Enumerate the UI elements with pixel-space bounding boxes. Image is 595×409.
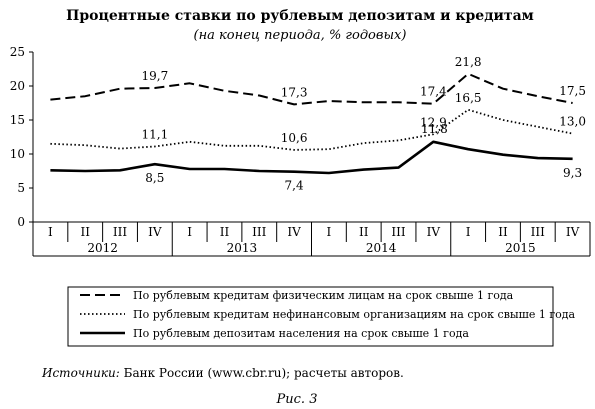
year-label: 2015 <box>505 241 536 255</box>
data-label: 10,6 <box>281 131 308 145</box>
x-tick-label: I <box>327 225 332 239</box>
series-line-3 <box>50 140 573 175</box>
y-tick-label: 20 <box>10 79 25 93</box>
figure-caption: Рис. 3 <box>276 392 318 407</box>
legend: По рублевым кредитам физическим лицам на… <box>80 289 576 340</box>
data-label: 17,5 <box>559 84 586 98</box>
source-note: Источники: Банк России (www.cbr.ru); рас… <box>41 366 404 380</box>
data-label: 13,0 <box>559 115 586 129</box>
year-label: 2013 <box>227 241 258 255</box>
x-tick-label: III <box>391 225 405 239</box>
y-tick-label: 15 <box>10 113 25 127</box>
x-tick-label: III <box>113 225 127 239</box>
x-tick-label: I <box>187 225 192 239</box>
data-labels: 19,7 17,3 17,4 21,8 17,5 11,1 10,6 12,9 16,5 13,0… <box>141 55 585 193</box>
x-tick-label: II <box>359 225 369 239</box>
chart-subtitle: (на конец периода, % годовых) <box>194 28 407 43</box>
source-prefix: Источники: <box>41 366 120 380</box>
x-tick-label: III <box>252 225 266 239</box>
legend-entry-1: По рублевым кредитам физическим лицам на… <box>133 289 514 302</box>
y-tick-label: 5 <box>17 181 25 195</box>
x-tick-label: II <box>80 225 90 239</box>
y-tick-label: 0 <box>17 215 25 229</box>
x-tick-label: I <box>48 225 53 239</box>
data-label: 11,8 <box>421 122 448 136</box>
x-tick-label: IV <box>427 225 441 239</box>
series-line-2 <box>50 108 573 151</box>
x-tick-label: II <box>220 225 230 239</box>
x-tick-label: IV <box>148 225 162 239</box>
x-tick-label: I <box>466 225 471 239</box>
data-label: 17,4 <box>420 85 447 99</box>
data-label: 21,8 <box>455 55 482 69</box>
legend-entry-3: По рублевым депозитам населения на срок … <box>133 327 469 340</box>
data-label: 9,3 <box>563 166 582 180</box>
year-label: 2012 <box>87 241 118 255</box>
legend-box <box>67 286 554 347</box>
series-line-1 <box>50 72 573 106</box>
data-label: 12,9 <box>420 115 447 129</box>
data-label: 16,5 <box>455 91 482 105</box>
year-label: 2014 <box>366 241 397 255</box>
y-tick-label: 10 <box>10 147 25 161</box>
series-layer <box>50 72 573 175</box>
data-label: 7,4 <box>285 179 304 193</box>
chart-title: Процентные ставки по рублевым депозитам … <box>66 8 534 24</box>
data-label: 11,1 <box>141 128 168 142</box>
source-text: Банк России (www.cbr.ru); расчеты авторо… <box>120 366 404 380</box>
x-tick-label: III <box>531 225 545 239</box>
x-tick-label: II <box>498 225 508 239</box>
legend-entry-2: По рублевым кредитам нефинансовым органи… <box>133 308 576 321</box>
y-tick-label: 25 <box>10 45 25 59</box>
data-label: 19,7 <box>141 69 168 83</box>
data-label: 17,3 <box>281 85 308 99</box>
data-label: 8,5 <box>145 171 164 185</box>
x-tick-label: IV <box>287 225 301 239</box>
x-tick-label: IV <box>566 225 580 239</box>
